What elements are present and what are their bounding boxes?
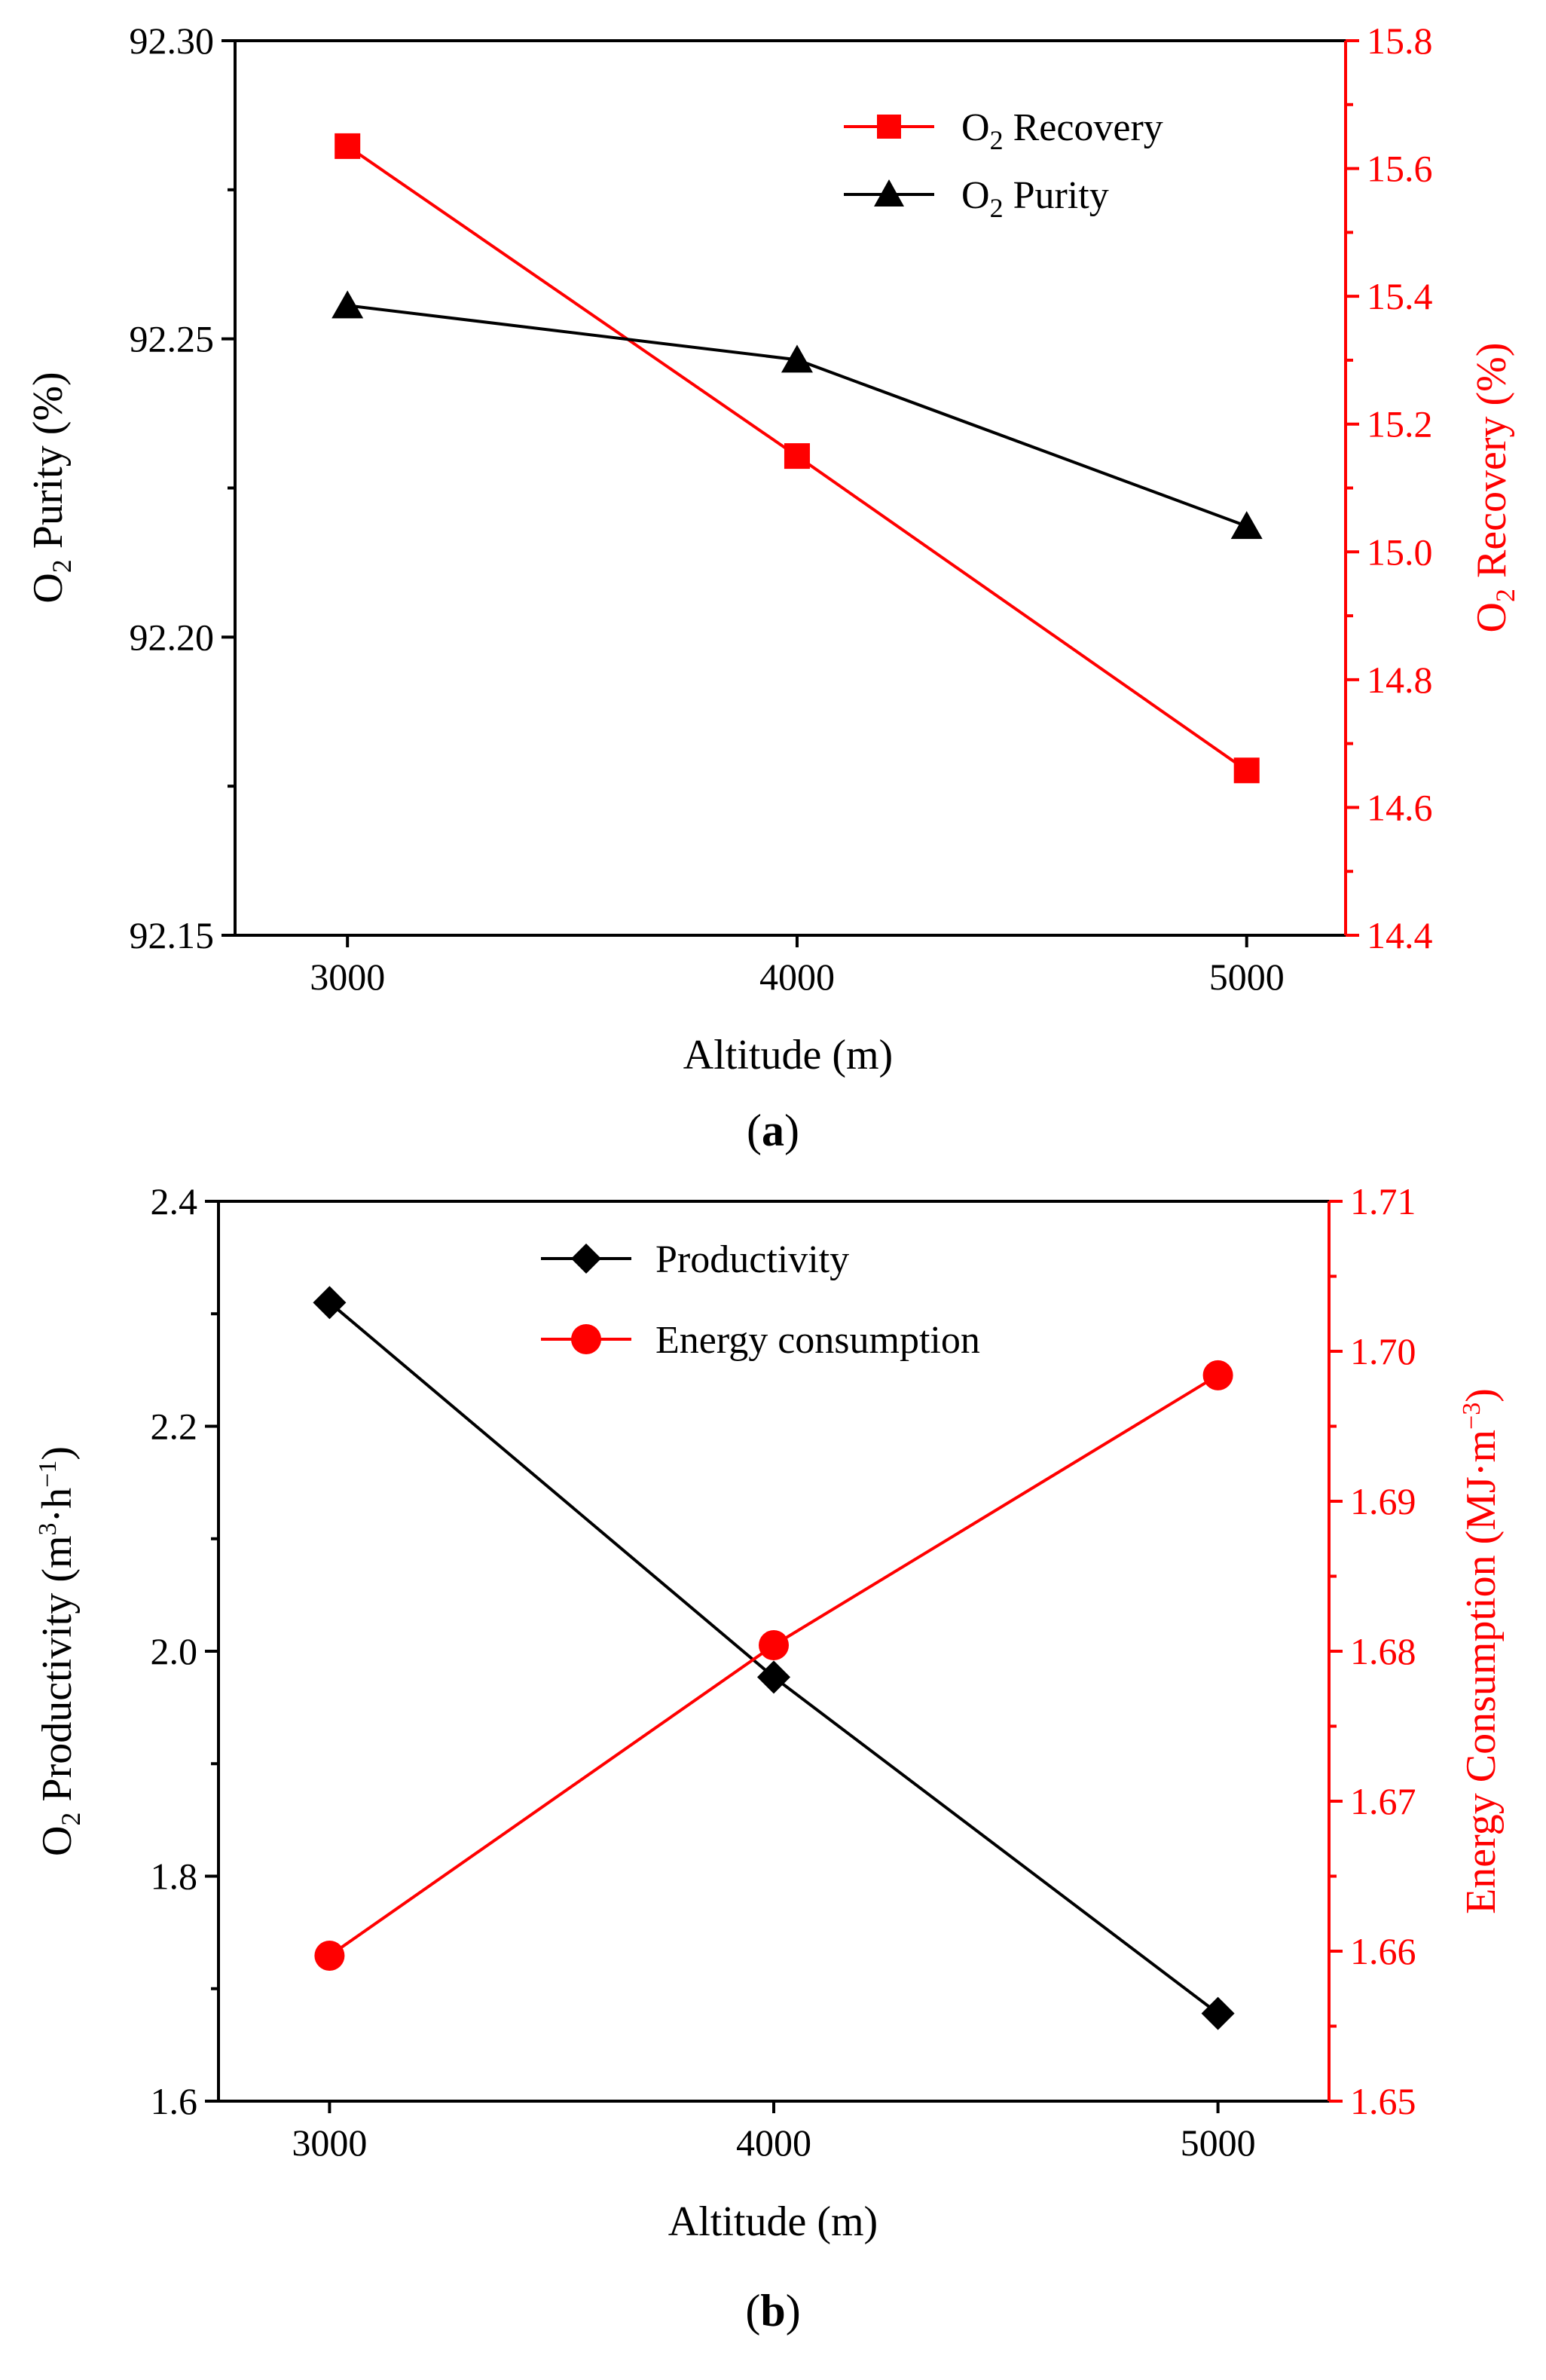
panel-a-right-tick-label: 15.8: [1367, 20, 1433, 62]
panel-b-point-energy-consumption: [1202, 1360, 1233, 1390]
panel-a-legend: O2 Recovery O2 Purity: [844, 106, 1163, 223]
panel-b-point-energy-consumption: [314, 1940, 345, 1971]
panel-a-right-tick-label: 14.4: [1367, 914, 1433, 956]
panel-a-right-tick-label: 15.4: [1367, 275, 1433, 317]
panel-b-left-tick-label: 1.6: [151, 2080, 198, 2122]
panel-b-left-tick-label: 1.8: [151, 1855, 198, 1898]
panel-a-x-tick-label: 4000: [759, 956, 835, 998]
panel-a-point-o2-purity: [1230, 511, 1263, 540]
panel-b-left-axis-label: O2 Productivity (m3·h−1): [34, 1446, 86, 1856]
panel-b-right-tick-label: 1.65: [1350, 2080, 1416, 2122]
legend-label-energy-consumption: Energy consumption: [655, 1319, 980, 1362]
panel-b-x-axis-label: Altitude (m): [668, 2198, 878, 2245]
panel-a-right-tick-label: 15.2: [1367, 403, 1433, 445]
panel-a-caption: (a): [747, 1106, 799, 1155]
panel-a-chart: 3000 4000 5000 92.15 92.20 92.25 92.30 14.4 14…: [25, 20, 1520, 1155]
panel-b-left-tick-label: 2.2: [151, 1406, 198, 1448]
panel-a-point-o2-purity: [332, 290, 364, 319]
panel-b-left-tick-label: 2.0: [151, 1630, 198, 1672]
panel-b-right-tick-label: 1.70: [1350, 1330, 1416, 1372]
panel-b-right-tick-label: 1.66: [1350, 1930, 1416, 1972]
panel-b-chart: 3000 4000 5000 1.6 1.8 2.0 2.2 2.4 1.65 1.66 1.6…: [34, 1180, 1505, 2336]
panel-b-caption: (b): [745, 2286, 800, 2336]
legend-diamond-marker: [571, 1244, 601, 1274]
panel-b-right-tick-label: 1.68: [1350, 1630, 1416, 1672]
panel-b-right-tick-label: 1.67: [1350, 1780, 1416, 1822]
panel-a-point-o2-purity: [781, 344, 813, 373]
panel-a-right-tick-label: 15.6: [1367, 148, 1433, 190]
panel-a-right-tick-label: 14.6: [1367, 786, 1433, 828]
panel-a-point-o2-recovery: [335, 133, 361, 159]
panel-a-left-tick-label: 92.15: [130, 914, 215, 956]
panel-b-point-productivity: [757, 1660, 790, 1694]
legend-label-o2-recovery: O2 Recovery: [961, 106, 1163, 155]
panel-a-x-axis-label: Altitude (m): [683, 1032, 893, 1078]
panel-b-point-productivity: [1201, 1996, 1235, 2030]
panel-a-point-o2-recovery: [784, 443, 810, 470]
panel-a-left-tick-label: 92.20: [130, 616, 215, 658]
panel-b-x-tick-label: 4000: [736, 2122, 811, 2164]
panel-b-right-tick-label: 1.69: [1350, 1480, 1416, 1522]
panel-a-right-tick-label: 15.0: [1367, 531, 1433, 573]
panel-b-legend: Productivity Energy consumption: [541, 1238, 980, 1362]
panel-a-left-tick-label: 92.30: [130, 20, 215, 62]
panel-b-x-tick-label: 3000: [292, 2122, 367, 2164]
panel-a-line-o2-purity: [347, 304, 1248, 528]
legend-circle-marker: [571, 1324, 601, 1354]
panel-b-left-tick-label: 2.4: [151, 1180, 198, 1222]
panel-b-point-energy-consumption: [759, 1630, 789, 1661]
panel-b-right-axis-label: Energy Consumption (MJ·m−3): [1458, 1388, 1505, 1914]
panel-a-x-tick-label: 3000: [310, 956, 385, 998]
panel-a-x-tick-label: 5000: [1209, 956, 1285, 998]
legend-square-marker: [877, 115, 901, 139]
panel-b-x-tick-label: 5000: [1181, 2122, 1256, 2164]
panel-a-plot-frame: [234, 39, 1347, 937]
panel-a-left-tick-label: 92.25: [130, 318, 215, 360]
panel-a-left-axis-label: O2 Purity (%): [25, 372, 77, 603]
legend-triangle-marker: [874, 179, 904, 206]
panel-b-point-productivity: [313, 1286, 347, 1320]
panel-b-right-tick-label: 1.71: [1350, 1180, 1416, 1222]
panel-a-right-tick-label: 14.8: [1367, 659, 1433, 701]
panel-a-right-axis-label: O2 Recovery (%): [1468, 343, 1520, 633]
legend-label-o2-purity: O2 Purity: [961, 174, 1109, 223]
panel-a-point-o2-recovery: [1233, 757, 1260, 784]
legend-label-productivity: Productivity: [655, 1238, 849, 1281]
